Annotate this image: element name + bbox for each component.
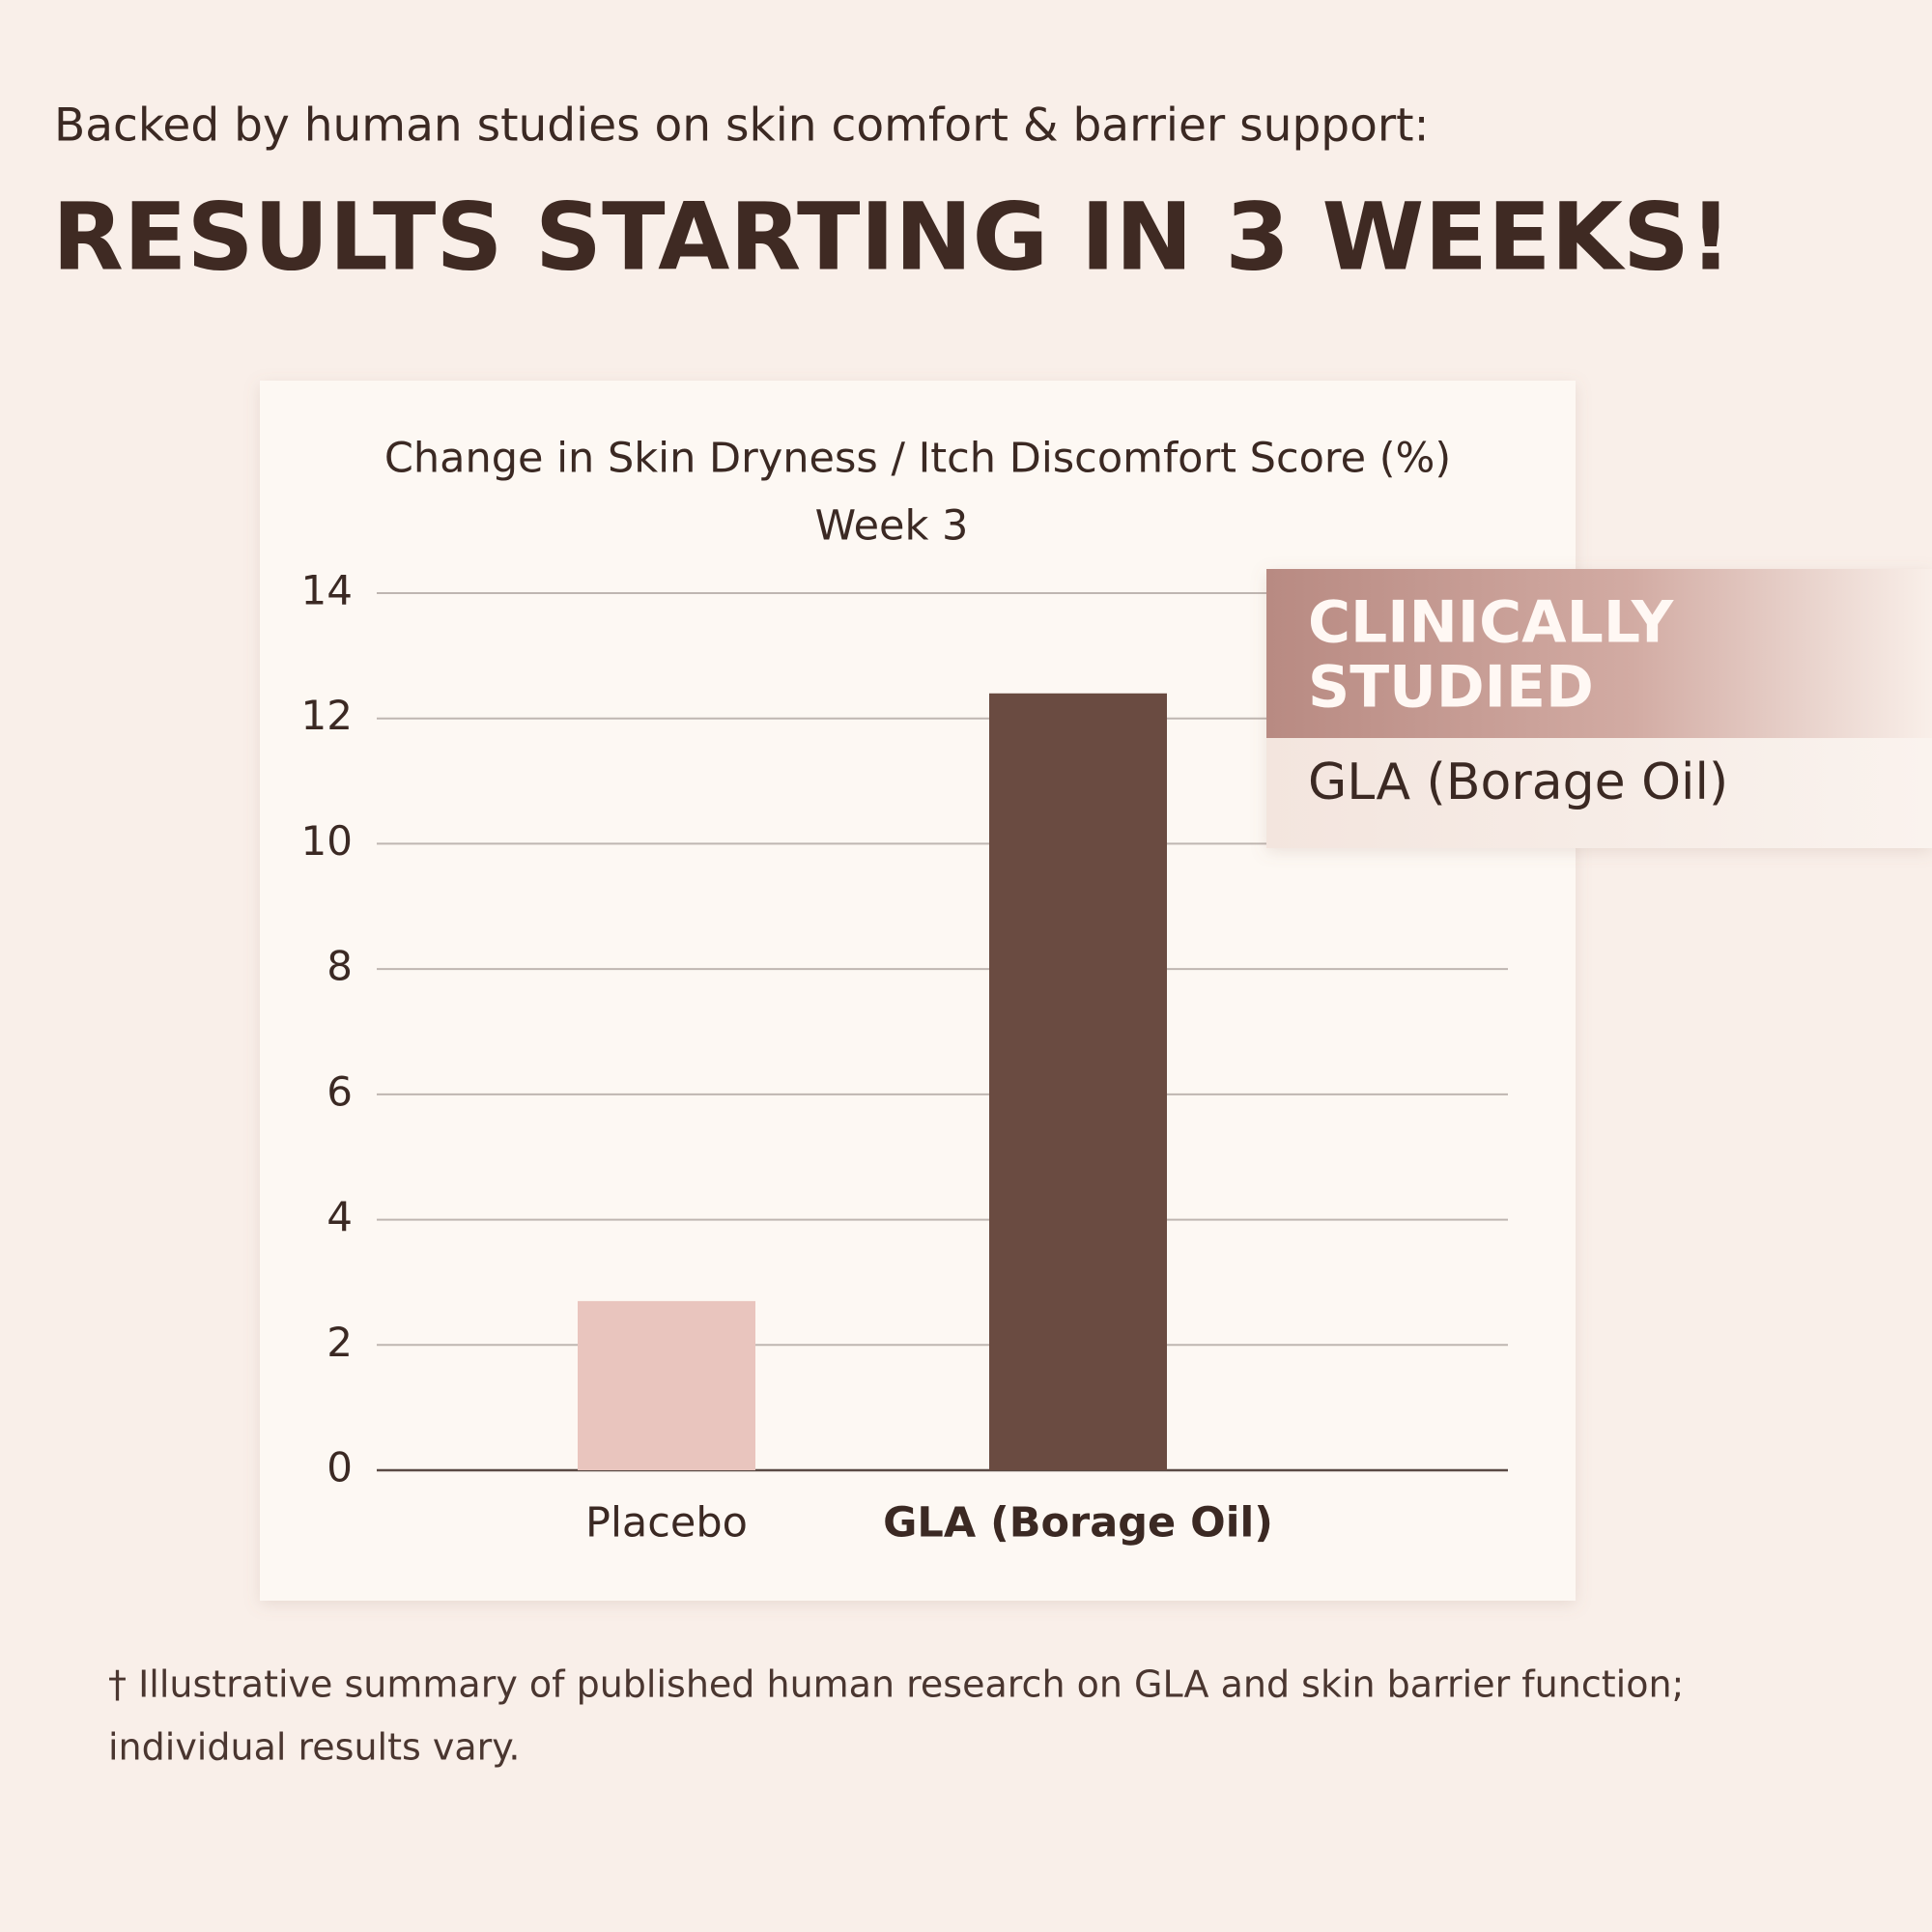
badge-top xyxy=(1266,569,1932,738)
chart-card xyxy=(260,381,1576,1601)
bar xyxy=(578,1300,755,1470)
y-tick-label: 6 xyxy=(327,1067,353,1115)
x-tick-label: GLA (Borage Oil) xyxy=(883,1499,1273,1548)
badge-title: STUDIED xyxy=(1308,654,1594,722)
badge xyxy=(1266,569,1932,848)
y-tick-label: 2 xyxy=(327,1319,353,1366)
badge-title: CLINICALLY xyxy=(1308,589,1675,657)
plot: 0 2 4 6 8 10 12 14 Placebo GLA (Borage Oil) xyxy=(301,567,1508,1548)
badge-label: GLA (Borage Oil) xyxy=(1308,753,1728,811)
chart-title: Change in Skin Dryness / Itch Discomfort… xyxy=(384,435,1451,483)
y-tick-label: 14 xyxy=(301,567,353,614)
y-tick-label: 12 xyxy=(301,692,353,739)
header-subtitle: Backed by human studies on skin comfort … xyxy=(54,99,1429,153)
badge-bottom xyxy=(1266,738,1932,848)
footnote: individual results vary. xyxy=(108,1726,520,1769)
footnote: † Illustrative summary of published huma… xyxy=(108,1663,1684,1706)
y-tick-label: 4 xyxy=(327,1193,353,1240)
header-title: RESULTS STARTING IN 3 WEEKS! xyxy=(52,183,1732,291)
chart-subtitle: Week 3 xyxy=(815,502,969,551)
bar xyxy=(989,693,1167,1470)
y-tick-label: 0 xyxy=(327,1444,353,1492)
y-tick-label: 8 xyxy=(327,943,353,990)
x-tick-label: Placebo xyxy=(585,1499,748,1548)
y-tick-label: 10 xyxy=(301,817,353,865)
